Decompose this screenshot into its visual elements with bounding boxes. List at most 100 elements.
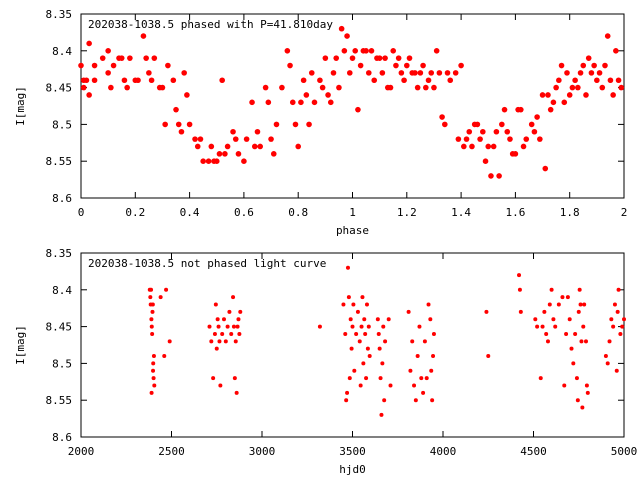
data-point: [618, 331, 623, 336]
data-point: [289, 99, 296, 106]
data-point: [200, 158, 206, 164]
data-point: [135, 77, 141, 84]
data-point: [270, 151, 277, 157]
data-point: [607, 339, 612, 344]
data-point: [486, 354, 491, 359]
data-point: [164, 287, 169, 292]
x-tick-label: 0.2: [125, 206, 145, 219]
data-point: [322, 55, 329, 61]
data-point: [564, 331, 569, 336]
data-point: [287, 62, 293, 69]
data-point: [363, 48, 369, 54]
data-point: [152, 383, 157, 388]
data-point: [231, 324, 236, 329]
data-point: [80, 84, 87, 91]
data-point: [404, 62, 410, 69]
data-point: [238, 309, 243, 314]
data-point: [412, 383, 417, 388]
data-point: [482, 158, 489, 164]
data-point: [308, 70, 315, 76]
data-point: [225, 324, 230, 329]
x-tick-label: 3000: [249, 445, 276, 458]
data-point: [594, 77, 600, 84]
x-tick-label: 1: [349, 206, 356, 219]
data-point: [379, 70, 386, 76]
plot-frame: [80, 13, 625, 199]
data-point: [535, 324, 540, 329]
data-point: [235, 151, 242, 157]
data-point: [566, 92, 573, 98]
data-point: [365, 346, 370, 351]
x-tick-label: 0.8: [288, 206, 308, 219]
data-point: [349, 55, 356, 61]
data-point: [151, 55, 158, 61]
data-point: [573, 331, 578, 336]
data-point: [499, 121, 505, 128]
data-point: [349, 346, 354, 351]
data-point: [382, 55, 388, 61]
data-point: [78, 62, 84, 69]
data-point: [317, 77, 323, 84]
data-point: [480, 128, 486, 135]
data-point: [146, 70, 152, 76]
data-point: [150, 302, 155, 307]
data-point: [569, 84, 576, 91]
x-tick-label: 1.6: [505, 206, 525, 219]
x-tick-label: 4500: [520, 445, 547, 458]
data-point: [596, 70, 603, 76]
data-point: [412, 70, 418, 76]
data-point: [542, 309, 547, 314]
data-point: [542, 165, 549, 172]
data-point: [429, 368, 434, 373]
data-point: [417, 70, 424, 76]
data-point: [607, 77, 614, 84]
data-point: [569, 346, 574, 351]
data-point: [477, 136, 483, 142]
data-point: [553, 84, 559, 91]
data-point: [581, 324, 586, 329]
data-point: [149, 390, 154, 395]
data-point: [572, 77, 578, 84]
data-point: [325, 92, 331, 98]
data-point: [83, 77, 90, 84]
chart-title: 202038-1038.5 not phased light curve: [88, 257, 326, 270]
data-point: [149, 324, 154, 329]
data-point: [209, 339, 214, 344]
data-point: [361, 361, 366, 366]
data-point: [382, 398, 387, 403]
data-point: [455, 136, 462, 142]
data-point: [618, 84, 625, 91]
data-point: [284, 48, 291, 54]
data-point: [118, 55, 125, 61]
data-point: [539, 92, 546, 98]
data-point: [99, 55, 106, 61]
data-point: [222, 151, 228, 157]
x-tick-label: 2000: [68, 445, 95, 458]
data-point: [577, 287, 582, 292]
data-point: [241, 158, 247, 164]
data-point: [173, 106, 179, 113]
data-point: [537, 136, 543, 142]
y-tick-label: 8.45: [46, 82, 73, 95]
data-point: [346, 295, 351, 300]
data-point: [273, 121, 280, 128]
data-point: [580, 405, 585, 410]
data-point: [550, 99, 557, 106]
data-point: [551, 317, 556, 322]
data-point: [229, 331, 234, 336]
data-point: [556, 302, 561, 307]
data-point: [410, 339, 415, 344]
data-point: [518, 106, 524, 113]
data-point: [466, 128, 473, 135]
data-point: [215, 317, 220, 322]
data-point: [243, 136, 250, 142]
data-point: [431, 84, 437, 91]
data-point: [615, 309, 620, 314]
data-point: [230, 128, 236, 135]
data-point: [236, 317, 241, 322]
chart-panel-2: 2000 2500 3000 3500 4000 4500 5000 8.35 8.4 8.45 8…: [14, 247, 637, 476]
data-point: [227, 309, 232, 314]
data-point: [485, 143, 492, 150]
data-point: [469, 143, 475, 150]
data-point: [428, 317, 433, 322]
